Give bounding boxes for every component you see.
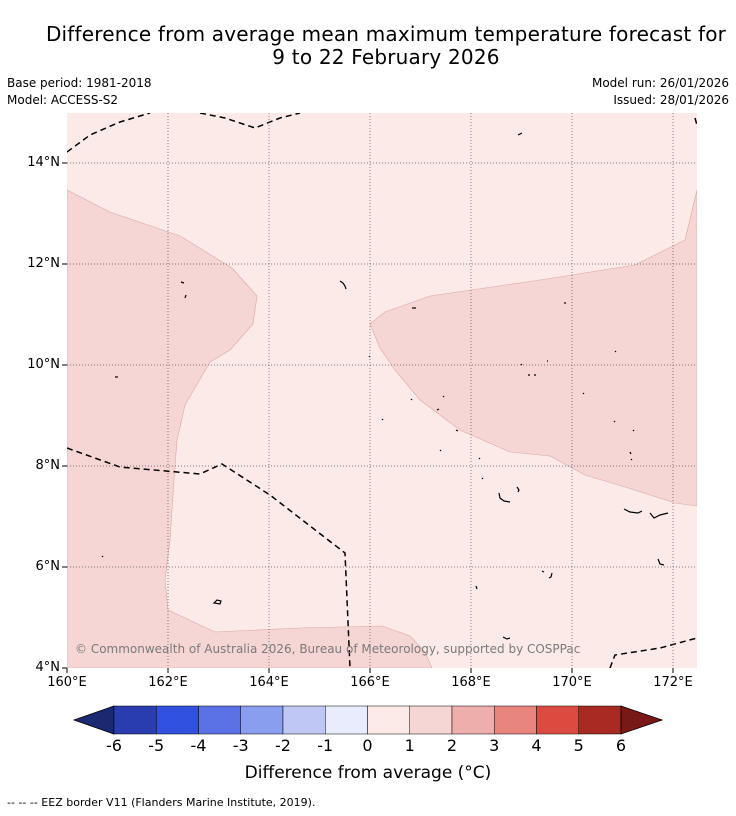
lat-label-4n: 4°N <box>35 660 61 675</box>
colorbar-segment <box>240 705 284 735</box>
colorbar-segment <box>325 705 368 735</box>
lon-label-168e: 168°E <box>451 675 491 690</box>
colorbar-tick-label: -5 <box>148 736 165 755</box>
colorbar-segment <box>113 705 157 735</box>
chart-title-line2: 9 to 22 February 2026 <box>272 45 500 69</box>
colorbar-segment <box>451 705 495 735</box>
colorbar-tick-label: -6 <box>106 736 122 755</box>
gridlines <box>67 113 697 668</box>
colorbar-tick-label: 3 <box>489 736 500 755</box>
lon-label-160e: 160°E <box>47 675 87 690</box>
model-name: Model: ACCESS-S2 <box>7 93 119 107</box>
colorbar-tick-label: 6 <box>615 736 627 755</box>
colorbar-tick-label: -4 <box>190 736 207 755</box>
colorbar-segment <box>282 705 326 735</box>
lon-label-170e: 170°E <box>552 675 592 690</box>
model-run: Model run: 26/01/2026 <box>591 76 729 90</box>
colorbar-tick-label: 2 <box>446 736 458 755</box>
colorbar <box>72 705 664 735</box>
colorbar-segment <box>367 705 410 735</box>
colorbar-extend-low <box>72 705 115 735</box>
colorbar-segment <box>578 705 622 735</box>
base-period: Base period: 1981-2018 <box>7 76 152 90</box>
colorbar-extend-high <box>620 705 664 735</box>
colorbar-tick-label: -2 <box>275 736 291 755</box>
lon-label-166e: 166°E <box>350 675 390 690</box>
colorbar-segment <box>494 705 537 735</box>
colorbar-segment <box>409 705 453 735</box>
colorbar-tick-label: -3 <box>232 736 249 755</box>
issued-date: Issued: 28/01/2026 <box>613 93 729 107</box>
colorbar-title: Difference from average (°C) <box>244 763 492 783</box>
colorbar-tick-label: 5 <box>573 736 584 755</box>
colorbar-segment <box>156 705 199 735</box>
copyright-notice: © Commonwealth of Australia 2026, Bureau… <box>75 642 580 656</box>
lat-label-14n: 14°N <box>27 155 60 170</box>
chart-title-line1: Difference from average mean maximum tem… <box>45 22 727 46</box>
eez-borders <box>67 113 697 668</box>
axis-ticks <box>62 162 674 673</box>
lon-label-162e: 162°E <box>148 675 188 690</box>
colorbar-tick-label: 4 <box>531 736 542 755</box>
colorbar-segment <box>536 705 579 735</box>
colorbar-tick-label: -1 <box>317 736 334 755</box>
lat-label-12n: 12°N <box>27 256 60 271</box>
anomaly-region-1-to-2-east <box>369 189 697 507</box>
lat-label-6n: 6°N <box>35 559 61 574</box>
islands <box>101 132 669 640</box>
lat-label-8n: 8°N <box>35 458 61 473</box>
lat-label-10n: 10°N <box>27 357 60 372</box>
colorbar-tick-label: 0 <box>362 736 373 755</box>
lon-label-172e: 172°E <box>653 675 693 690</box>
lon-label-164e: 164°E <box>249 675 289 690</box>
colorbar-segment <box>198 705 241 735</box>
anomaly-region-1-to-2-west <box>67 189 433 668</box>
colorbar-tick-label: 1 <box>404 736 415 755</box>
eez-legend: -- -- -- EEZ border V11 (Flanders Marine… <box>7 796 316 809</box>
